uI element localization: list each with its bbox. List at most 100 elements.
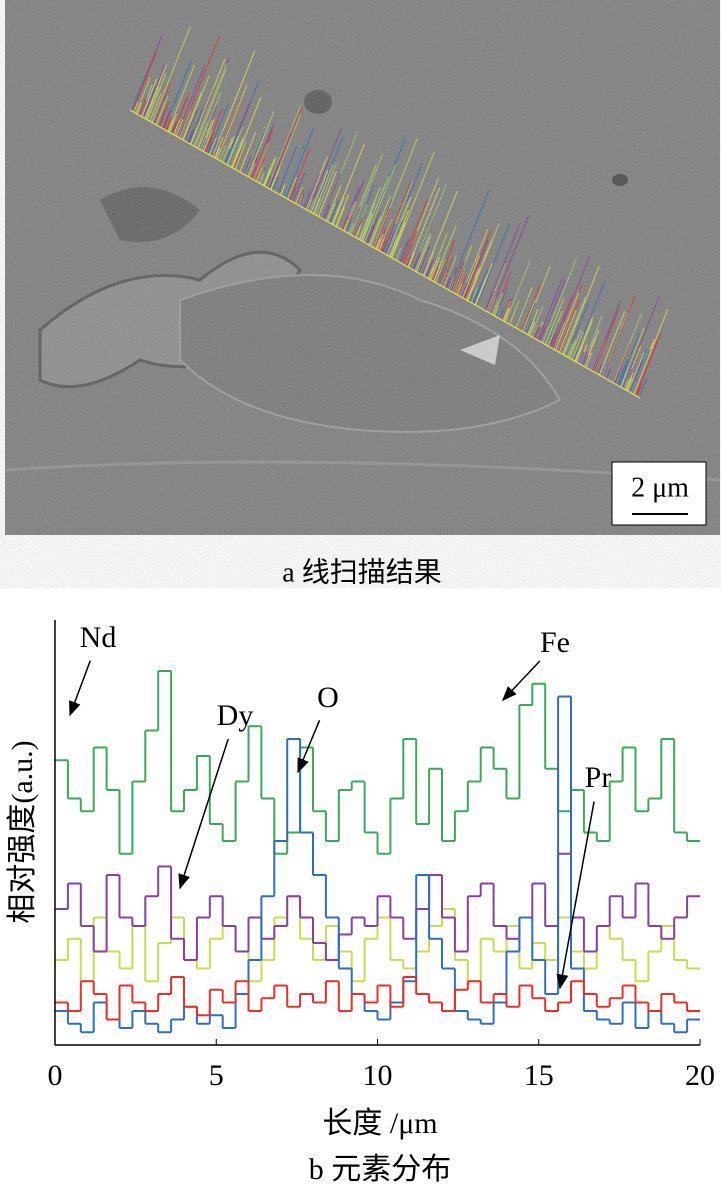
scan-trace xyxy=(460,282,468,298)
scan-trace xyxy=(553,322,565,350)
scan-trace xyxy=(443,255,457,288)
scan-trace xyxy=(373,208,391,249)
scan-trace xyxy=(550,294,574,349)
scan-trace xyxy=(387,220,403,256)
scan-trace xyxy=(521,284,541,332)
scan-trace xyxy=(423,190,458,276)
series-annotation: Pr xyxy=(585,761,612,794)
scan-trace xyxy=(290,186,297,201)
scan-trace xyxy=(447,275,455,290)
scan-trace xyxy=(194,68,227,147)
scan-trace xyxy=(265,175,271,188)
scan-trace xyxy=(149,93,162,122)
scan-trace xyxy=(468,291,474,302)
scan-trace xyxy=(243,156,252,175)
scan-trace xyxy=(438,266,447,285)
scan-trace xyxy=(358,193,379,240)
scan-trace xyxy=(619,327,645,388)
scan-trace xyxy=(461,262,476,298)
scan-trace xyxy=(214,137,224,159)
scan-trace xyxy=(277,146,298,194)
scan-trace xyxy=(381,240,388,253)
scan-trace xyxy=(538,327,546,342)
scan-trace xyxy=(533,326,539,339)
scan-trace xyxy=(144,64,167,119)
scan-trace xyxy=(162,109,171,129)
scan-trace xyxy=(168,114,178,133)
scan-trace xyxy=(197,137,204,149)
scan-trace xyxy=(499,307,505,319)
scan-trace xyxy=(484,225,520,311)
caption-a: a 线扫描结果 xyxy=(282,556,441,588)
scan-trace xyxy=(432,266,439,282)
scan-trace xyxy=(407,187,441,268)
scan-trace xyxy=(182,91,203,140)
scan-trace xyxy=(302,189,312,209)
scale-bar-label: 2 μm xyxy=(631,472,689,503)
scan-trace xyxy=(398,242,408,263)
scan-trace xyxy=(376,233,384,250)
scan-trace xyxy=(625,378,631,391)
scan-trace xyxy=(568,339,577,358)
scan-trace xyxy=(187,128,194,143)
annotation-arrow xyxy=(556,801,595,990)
scan-trace xyxy=(456,283,463,296)
scan-trace xyxy=(214,147,220,159)
scan-trace xyxy=(542,258,577,344)
scan-trace xyxy=(283,145,305,197)
x-tick-label: 10 xyxy=(363,1059,393,1092)
scan-trace xyxy=(626,378,633,391)
scan-trace xyxy=(583,329,600,367)
scan-trace xyxy=(231,139,244,168)
scan-trace xyxy=(131,33,164,112)
scan-trace xyxy=(206,141,213,154)
scan-trace xyxy=(601,312,629,377)
scan-trace xyxy=(304,174,320,210)
scan-trace xyxy=(562,344,568,355)
scan-trace xyxy=(198,105,218,150)
scan-trace xyxy=(437,239,456,284)
scan-trace xyxy=(528,321,536,336)
scan-trace xyxy=(363,164,396,243)
scan-trace xyxy=(175,119,184,137)
scan-trace xyxy=(382,181,412,253)
scan-trace xyxy=(601,329,621,377)
scan-trace xyxy=(509,300,520,325)
scan-trace xyxy=(470,286,479,303)
caption-b: b 元素分布 xyxy=(309,1153,452,1186)
scan-trace xyxy=(445,277,451,289)
scan-trace xyxy=(575,320,593,363)
scan-trace xyxy=(292,172,306,203)
scan-trace xyxy=(387,196,412,256)
scan-trace xyxy=(329,200,340,223)
scan-trace xyxy=(182,75,210,141)
scan-trace xyxy=(425,261,433,278)
scan-trace xyxy=(388,235,398,257)
scan-trace xyxy=(305,155,328,210)
scan-trace xyxy=(239,132,257,173)
scan-trace xyxy=(201,119,215,151)
scan-trace xyxy=(247,111,275,177)
scan-trace xyxy=(342,216,349,231)
scan-trace xyxy=(638,377,648,398)
scan-trace xyxy=(537,276,564,341)
scan-trace xyxy=(636,383,643,397)
scan-trace xyxy=(315,163,337,216)
scan-trace xyxy=(505,260,531,323)
scan-trace xyxy=(592,300,622,372)
scan-trace xyxy=(295,186,303,204)
scan-trace xyxy=(368,216,382,246)
scan-trace xyxy=(583,355,589,367)
scan-trace xyxy=(574,316,594,362)
scan-trace xyxy=(323,204,331,220)
scan-trace xyxy=(391,151,435,259)
scan-trace xyxy=(196,122,209,149)
scan-trace xyxy=(412,251,421,270)
scan-trace xyxy=(143,64,166,118)
scan-trace xyxy=(348,222,355,235)
scan-trace xyxy=(578,351,585,364)
scan-trace xyxy=(548,322,560,347)
scan-trace xyxy=(534,326,540,339)
scan-trace xyxy=(365,224,374,244)
